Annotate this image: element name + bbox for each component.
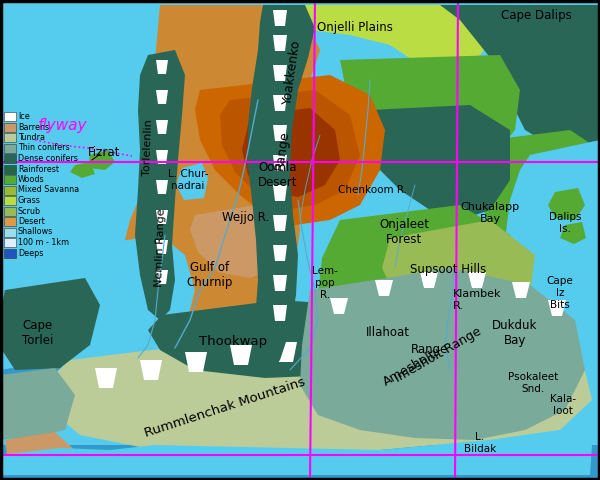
Polygon shape [510,0,600,270]
Text: Lem-
pop
R.: Lem- pop R. [312,266,338,300]
Text: Gulf of
Churnip: Gulf of Churnip [187,261,233,289]
Polygon shape [545,352,567,372]
Polygon shape [88,150,115,170]
Text: Tundra: Tundra [18,133,45,142]
Polygon shape [135,50,185,320]
Polygon shape [512,282,530,298]
Polygon shape [273,155,287,171]
Polygon shape [340,55,520,155]
Polygon shape [230,345,252,365]
Text: Onjelli Plains: Onjelli Plains [317,22,393,35]
Polygon shape [190,205,285,278]
Text: Oomla
Desert: Oomla Desert [258,161,298,189]
Polygon shape [0,278,100,370]
Polygon shape [195,75,385,225]
Polygon shape [0,368,75,440]
Polygon shape [156,60,168,74]
Bar [4,238,16,247]
Bar [4,196,16,205]
Bar [4,154,16,163]
Text: Deeps: Deeps [18,249,43,257]
Polygon shape [156,180,168,194]
Bar [4,144,16,153]
Bar [4,217,16,226]
Text: Range: Range [412,344,449,357]
Polygon shape [548,300,566,316]
Text: Grass: Grass [18,196,41,205]
Text: Chukalapp
Bay: Chukalapp Bay [460,202,520,224]
Polygon shape [365,344,387,364]
Polygon shape [273,65,287,81]
Text: Imesholt Range: Imesholt Range [392,325,484,385]
Polygon shape [440,5,600,160]
Polygon shape [505,140,600,330]
Text: Psokaleet
Snd.: Psokaleet Snd. [508,372,558,394]
Polygon shape [80,235,195,358]
Text: Chenkoom R.: Chenkoom R. [337,185,407,195]
Polygon shape [242,108,340,197]
Text: Onjaleet
Forest: Onjaleet Forest [379,218,429,246]
Text: Ice: Ice [18,112,30,121]
Polygon shape [156,210,168,224]
Text: Thin conifers: Thin conifers [18,144,70,153]
Polygon shape [176,163,208,200]
Bar [4,175,16,184]
Bar [4,112,16,121]
Polygon shape [156,120,168,134]
Polygon shape [140,360,162,380]
Bar [4,249,16,257]
Text: Nemlin Range: Nemlin Range [154,209,166,288]
Polygon shape [0,280,90,440]
Text: Cape Dalips: Cape Dalips [500,9,571,22]
Polygon shape [280,5,500,70]
Polygon shape [95,368,117,388]
Bar [4,133,16,142]
Polygon shape [156,240,168,254]
Polygon shape [520,295,600,410]
Polygon shape [273,305,287,321]
Text: Scrub: Scrub [18,206,41,216]
Polygon shape [0,445,600,480]
Polygon shape [0,360,70,440]
Polygon shape [185,352,207,372]
Bar [4,122,16,132]
Polygon shape [500,342,522,362]
Text: Amesholt: Amesholt [382,348,439,388]
Polygon shape [320,342,342,362]
Text: Desert: Desert [18,217,45,226]
Text: L.
Bildak: L. Bildak [464,432,496,454]
Text: Thookwap: Thookwap [199,336,267,348]
Polygon shape [468,272,486,288]
Polygon shape [45,335,592,455]
Polygon shape [273,10,287,26]
Text: Barrens: Barrens [18,122,49,132]
Text: Cape
Torlei: Cape Torlei [22,319,53,347]
Polygon shape [273,125,287,141]
Text: Range: Range [273,129,291,171]
Text: Mixed Savanna: Mixed Savanna [18,185,79,194]
Text: Dalips
Is.: Dalips Is. [549,212,581,234]
Polygon shape [156,150,168,164]
Polygon shape [156,270,168,284]
Polygon shape [5,432,80,475]
Bar [4,165,16,173]
Bar [4,206,16,216]
Text: flyway: flyway [38,118,88,133]
Text: Fizrat: Fizrat [88,145,121,158]
Polygon shape [0,430,600,480]
Polygon shape [248,5,315,375]
Polygon shape [220,90,360,210]
Polygon shape [410,342,432,362]
Polygon shape [273,95,287,111]
Polygon shape [273,275,287,291]
Text: Shallows: Shallows [18,228,53,237]
Text: Cape
Iz
Bits: Cape Iz Bits [547,276,574,310]
Bar [4,185,16,194]
Polygon shape [318,205,520,375]
Polygon shape [273,245,287,261]
Polygon shape [300,268,585,440]
Polygon shape [275,342,297,362]
Bar [4,228,16,237]
